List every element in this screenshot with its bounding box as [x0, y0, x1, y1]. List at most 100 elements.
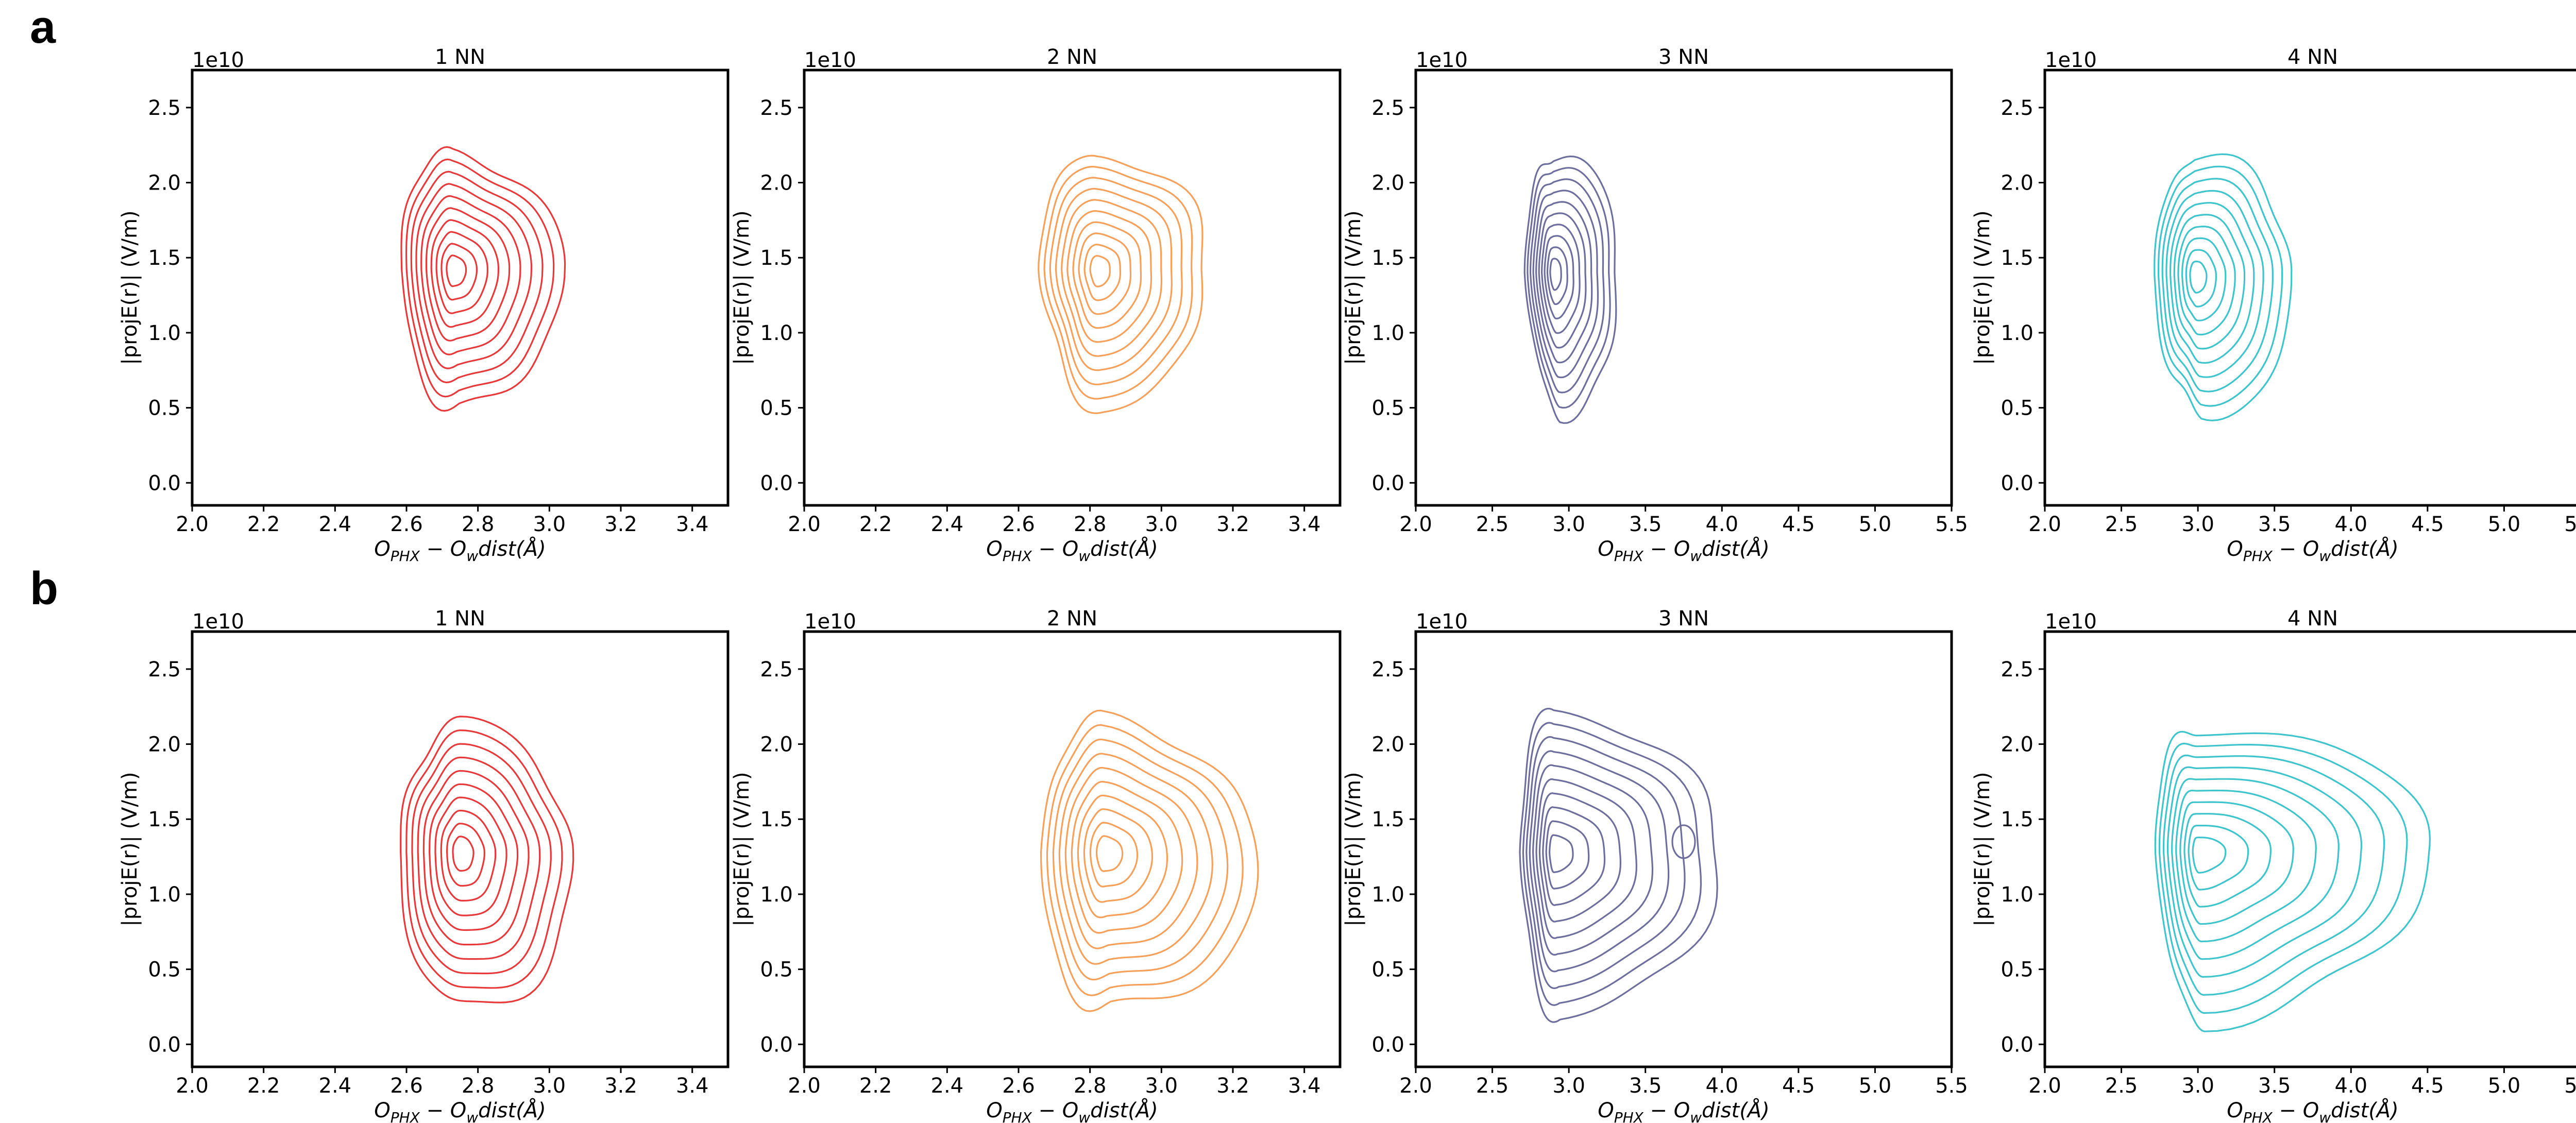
y-offset-label: 1e10	[1416, 48, 1468, 72]
contour-line	[1542, 806, 1606, 906]
contour-line	[1064, 767, 1198, 949]
x-tick-label: 5.0	[2488, 1074, 2521, 1098]
contour-line	[1046, 724, 1244, 996]
contour-line	[1549, 834, 1574, 873]
x-tick-label: 2.6	[1002, 1074, 1035, 1098]
contour-line	[434, 796, 507, 916]
contour-line	[2154, 153, 2293, 421]
x-tick-label: 2.0	[788, 1074, 821, 1098]
y-tick-label: 2.0	[1371, 172, 1404, 195]
contour-line	[428, 783, 519, 931]
contour-line	[2158, 742, 2408, 1014]
contour-line	[430, 219, 499, 328]
y-axis-label: |projE(r)| (V/m)	[730, 772, 754, 926]
x-tick-label: 2.8	[1074, 513, 1107, 536]
contour-line	[2185, 249, 2217, 308]
contour-line	[1523, 155, 1617, 424]
contour-line	[446, 254, 467, 287]
y-axis-label: |projE(r)| (V/m)	[1971, 210, 1994, 365]
contour-line	[1049, 177, 1183, 385]
y-tick-label: 0.0	[148, 471, 181, 495]
y-axis-label: |projE(r)| (V/m)	[730, 210, 754, 365]
contour-line	[411, 743, 552, 975]
contour-line	[2173, 214, 2246, 350]
y-tick-label: 2.5	[1371, 96, 1404, 120]
contour-line	[1529, 178, 1605, 394]
contour-group	[400, 146, 566, 412]
x-axis-label: OPHX − Owdist(Å)	[374, 536, 546, 565]
contour-line	[1089, 255, 1111, 287]
y-tick-label: 2.0	[760, 733, 793, 757]
y-tick-label: 2.0	[148, 733, 181, 757]
x-tick-label: 2.2	[247, 513, 280, 536]
y-tick-label: 2.0	[2001, 172, 2033, 195]
y-tick-label: 2.5	[1371, 658, 1404, 682]
x-tick-label: 5.5	[2564, 513, 2576, 536]
contour-line	[1040, 709, 1259, 1012]
y-tick-label: 0.0	[2001, 1033, 2033, 1057]
contour-line	[1078, 232, 1132, 315]
contour-line	[435, 231, 488, 314]
axes-frame	[191, 69, 730, 507]
panel-a-3-nn: 3 NN 1e10 2.0 2.5 3.0 3.5 4.0 4.5 5.0 5.5 0.0 0.5 1.…	[1342, 45, 1968, 565]
y-tick-label: 2.0	[1371, 733, 1404, 757]
x-tick-label: 5.0	[2488, 513, 2521, 536]
contour-line	[1532, 190, 1599, 379]
contour-line	[1083, 808, 1154, 903]
y-axis-label: |projE(r)| (V/m)	[118, 772, 142, 926]
contour-line	[2157, 165, 2283, 407]
axes-frame	[1414, 630, 1953, 1068]
y-axis-label: |projE(r)| (V/m)	[118, 210, 142, 365]
contour-group	[1038, 155, 1204, 414]
x-axis-label: OPHX − Owdist(Å)	[1598, 1098, 1770, 1123]
contour-line	[420, 195, 521, 355]
x-tick-label: 3.0	[1552, 513, 1585, 536]
panel-a-4-nn: 4 NN 1e10 2.0 2.5 3.0 3.5 4.0 4.5 5.0 5.5 0.0 0.5 1.…	[1971, 45, 2576, 565]
y-offset-label: 1e10	[2045, 48, 2097, 72]
contour-line	[1519, 707, 1718, 1023]
x-tick-label: 2.0	[2028, 1074, 2061, 1098]
x-tick-label: 3.5	[1629, 513, 1662, 536]
contour-line	[417, 756, 541, 960]
y-offset-label: 1e10	[192, 48, 244, 72]
y-tick-label: 0.5	[1371, 958, 1404, 982]
x-axis-label: OPHX − Owdist(Å)	[2227, 1098, 2399, 1123]
y-tick-label: 1.5	[148, 246, 181, 270]
x-tick-label: 2.2	[247, 1074, 280, 1098]
panel-title: 3 NN	[1658, 45, 1709, 69]
contour-line	[1061, 199, 1162, 357]
y-tick-label: 1.0	[148, 321, 181, 345]
x-tick-label: 2.8	[462, 513, 495, 536]
contour-line	[1522, 722, 1702, 1006]
x-tick-label: 3.0	[1552, 1074, 1585, 1098]
y-tick-label: 1.0	[760, 321, 793, 345]
contour-line	[405, 729, 563, 989]
x-tick-label: 2.0	[176, 1074, 209, 1098]
y-tick-label: 1.5	[760, 808, 793, 831]
contour-line	[1545, 820, 1590, 890]
panel-b-4-nn: 4 NN 1e10 2.0 2.5 3.0 3.5 4.0 4.5 5.0 5.5 0.0 0.5 1.…	[1971, 607, 2576, 1123]
x-tick-label: 2.0	[176, 513, 209, 536]
y-tick-label: 0.5	[2001, 958, 2033, 982]
y-axis-label: |projE(r)| (V/m)	[1342, 210, 1365, 365]
x-tick-label: 3.0	[533, 513, 566, 536]
x-tick-label: 3.0	[1145, 1074, 1178, 1098]
y-axis-label: |projE(r)| (V/m)	[1971, 772, 1994, 926]
y-tick-label: 2.5	[2001, 96, 2033, 120]
x-axis-label: OPHX − Owdist(Å)	[986, 536, 1158, 565]
contour-line	[1043, 165, 1193, 400]
contour-line	[405, 158, 555, 398]
x-tick-label: 2.5	[1476, 1074, 1509, 1098]
contour-line	[2154, 730, 2431, 1032]
contour-line	[1544, 235, 1574, 320]
contour-line	[415, 183, 533, 369]
x-tick-label: 2.5	[2105, 513, 2138, 536]
x-tick-label: 4.5	[2411, 1074, 2444, 1098]
contour-line	[2183, 813, 2272, 908]
y-tick-label: 2.0	[760, 172, 793, 195]
axes-frame	[2043, 630, 2576, 1068]
panel-title: 3 NN	[1658, 607, 1709, 631]
x-tick-label: 3.5	[2258, 513, 2291, 536]
y-tick-label: 1.5	[760, 246, 793, 270]
y-tick-label: 1.0	[2001, 321, 2033, 345]
